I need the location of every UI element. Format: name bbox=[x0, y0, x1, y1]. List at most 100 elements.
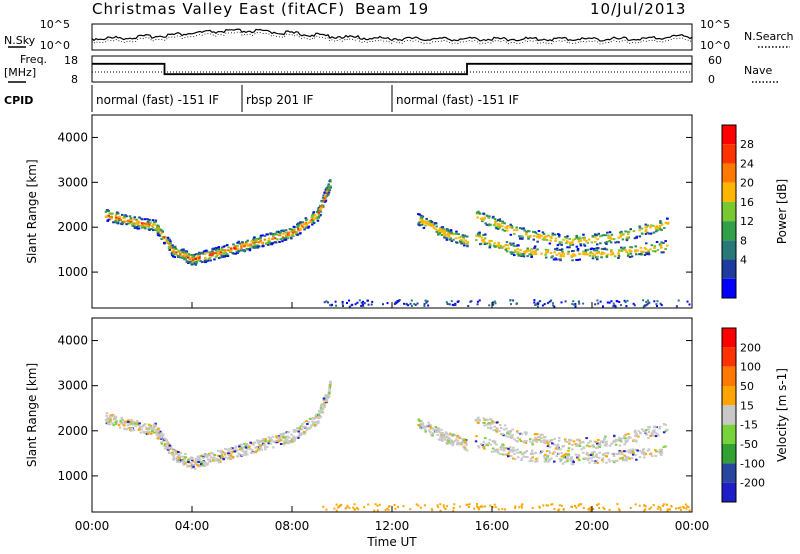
power-noise-cell bbox=[644, 304, 647, 307]
velocity-data-cell bbox=[563, 461, 567, 464]
power-data-cell bbox=[201, 252, 204, 255]
velocity-data-cell bbox=[561, 462, 565, 465]
velocity-data-cell bbox=[603, 444, 607, 447]
velocity-data-cell bbox=[232, 455, 235, 458]
power-data-cell bbox=[593, 254, 596, 257]
power-data-cell bbox=[512, 242, 515, 245]
power-data-cell bbox=[245, 247, 249, 250]
power-data-cell bbox=[447, 230, 451, 233]
velocity-data-cell bbox=[453, 433, 456, 436]
velocity-noise-cell bbox=[662, 503, 665, 506]
velocity-noise-cell bbox=[596, 504, 598, 507]
power-data-cell bbox=[525, 233, 528, 236]
velocity-data-cell bbox=[241, 454, 245, 457]
power-data-cell bbox=[606, 253, 609, 256]
velocity-noise-cell bbox=[466, 503, 469, 506]
power-data-cell bbox=[643, 247, 647, 249]
velocity-data-cell bbox=[157, 428, 160, 431]
power-data-cell bbox=[538, 233, 541, 236]
power-data-cell bbox=[152, 229, 155, 232]
power-noise-cell bbox=[410, 299, 413, 302]
power-data-cell bbox=[528, 230, 531, 233]
power-data-cell bbox=[235, 250, 239, 253]
velocity-data-cell bbox=[602, 454, 605, 457]
velocity-noise-cell bbox=[575, 506, 578, 509]
velocity-data-cell bbox=[221, 456, 224, 459]
velocity-noise-cell bbox=[589, 509, 592, 512]
power-data-cell bbox=[305, 219, 308, 222]
power-data-cell bbox=[163, 241, 166, 244]
power-data-cell bbox=[482, 240, 485, 243]
velocity-noise-cell bbox=[480, 505, 483, 508]
velocity-data-cell bbox=[544, 460, 548, 463]
velocity-data-cell bbox=[477, 422, 480, 424]
velocity-noise-cell bbox=[346, 504, 349, 507]
power-noise-cell bbox=[571, 303, 574, 305]
power-data-cell bbox=[141, 218, 144, 221]
noise-left-tick-bottom: 10^0 bbox=[40, 39, 70, 52]
x-axis-label: Time UT bbox=[366, 535, 417, 549]
power-data-cell bbox=[587, 238, 591, 241]
velocity-data-cell bbox=[230, 457, 233, 460]
power-data-cell bbox=[450, 240, 454, 243]
velocity-data-cell bbox=[483, 424, 486, 427]
power-data-cell bbox=[449, 232, 453, 235]
power-data-cell bbox=[229, 251, 232, 253]
power-data-cell bbox=[328, 180, 332, 182]
power-data-cell bbox=[660, 251, 663, 254]
power-data-cell bbox=[271, 238, 274, 241]
power-data-cell bbox=[649, 232, 653, 235]
velocity-data-cell bbox=[281, 436, 285, 439]
velocity-data-cell bbox=[481, 443, 484, 446]
velocity-data-cell bbox=[313, 417, 316, 420]
power-data-cell bbox=[584, 249, 588, 252]
velocity-data-cell bbox=[595, 455, 598, 458]
power-noise-cell bbox=[606, 301, 609, 304]
power-data-cell bbox=[132, 223, 135, 225]
power-data-cell bbox=[528, 253, 531, 256]
velocity-data-cell bbox=[230, 455, 233, 458]
velocity-data-cell bbox=[520, 433, 524, 435]
velocity-data-cell bbox=[219, 451, 222, 454]
velocity-noise-cell bbox=[597, 503, 600, 506]
power-data-cell bbox=[449, 236, 452, 239]
power-data-cell bbox=[281, 240, 284, 243]
power-data-cell bbox=[164, 241, 167, 244]
power-data-cell bbox=[630, 246, 634, 249]
power-data-cell bbox=[629, 250, 633, 253]
power-data-cell bbox=[645, 226, 648, 229]
power-data-cell bbox=[558, 242, 561, 245]
velocity-data-cell bbox=[655, 432, 659, 435]
velocity-data-cell bbox=[506, 432, 509, 435]
velocity-data-cell bbox=[183, 457, 186, 460]
velocity-data-cell bbox=[588, 445, 591, 448]
power-data-cell bbox=[475, 239, 478, 242]
power-data-cell bbox=[579, 243, 582, 245]
power-data-cell bbox=[268, 241, 271, 244]
velocity-data-cell bbox=[508, 450, 511, 453]
velocity-data-cell bbox=[568, 438, 571, 441]
velocity-data-cell bbox=[605, 444, 608, 447]
power-data-cell bbox=[127, 219, 130, 222]
power-colorbar-tick: 16 bbox=[740, 196, 754, 209]
velocity-data-cell bbox=[544, 436, 547, 438]
power-data-cell bbox=[211, 247, 214, 250]
velocity-data-cell bbox=[206, 454, 209, 456]
velocity-noise-cell bbox=[443, 506, 446, 509]
power-data-cell bbox=[143, 218, 147, 221]
velocity-data-cell bbox=[497, 451, 500, 454]
power-noise-cell bbox=[354, 303, 357, 306]
power-data-cell bbox=[572, 249, 575, 252]
power-noise-cell bbox=[478, 299, 481, 302]
power-data-cell bbox=[447, 235, 451, 238]
velocity-data-cell bbox=[160, 435, 163, 438]
power-data-cell bbox=[462, 240, 465, 243]
velocity-data-cell bbox=[262, 438, 265, 440]
power-data-cell bbox=[278, 241, 281, 243]
velocity-data-cell bbox=[240, 443, 243, 446]
velocity-data-cell bbox=[509, 449, 512, 451]
velocity-colorbar-tick: 100 bbox=[740, 361, 761, 374]
velocity-data-cell bbox=[546, 454, 550, 457]
power-data-cell bbox=[434, 222, 437, 225]
power-noise-cell bbox=[633, 304, 636, 307]
